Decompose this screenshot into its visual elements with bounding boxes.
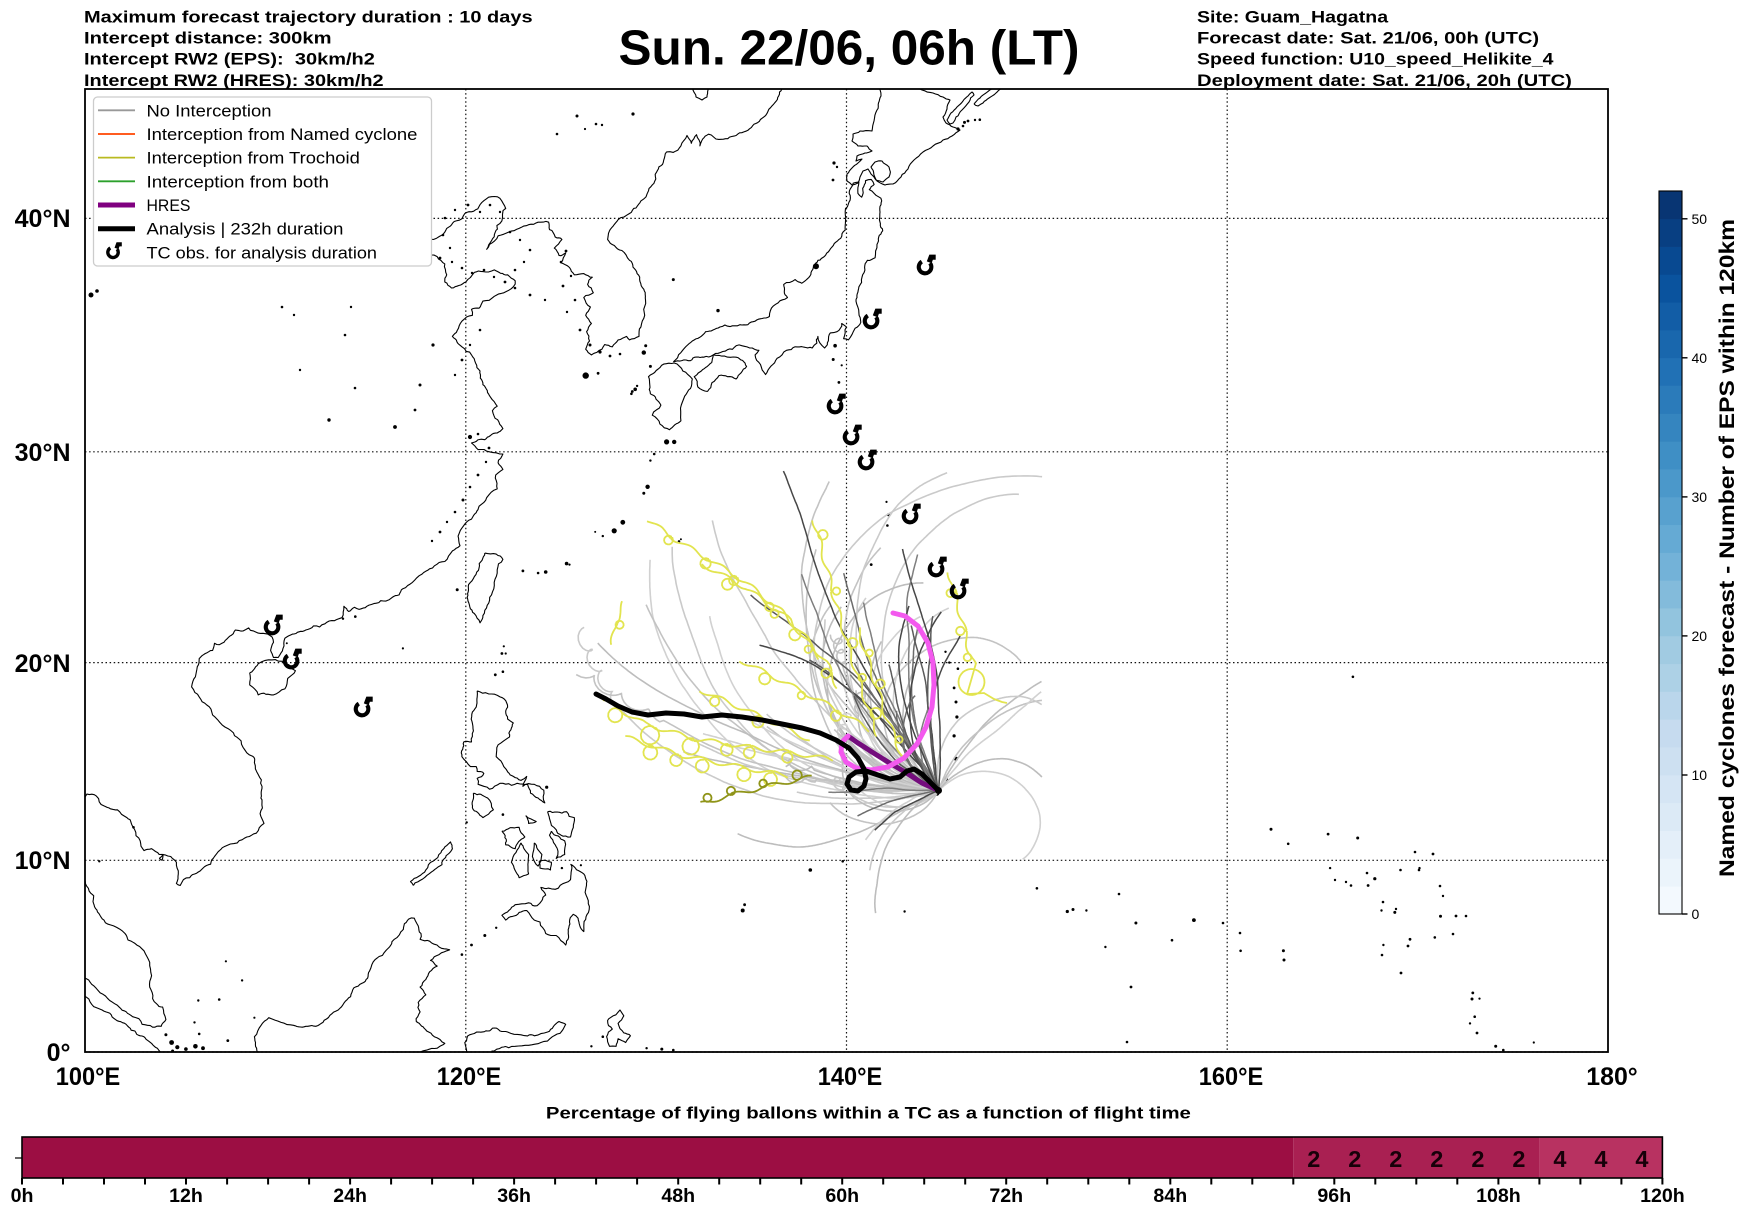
svg-text:Analysis | 232h duration: Analysis | 232h duration [147, 221, 344, 239]
svg-text:2: 2 [1307, 1146, 1320, 1172]
svg-text:180°: 180° [1586, 1063, 1638, 1091]
svg-text:Speed function: U10_speed_Heli: Speed function: U10_speed_Helikite_4 [1197, 50, 1554, 69]
svg-text:Intercept RW2 (HRES): 30km/h2: Intercept RW2 (HRES): 30km/h2 [84, 71, 384, 90]
svg-text:Forecast date: Sat. 21/06, 00h: Forecast date: Sat. 21/06, 00h (UTC) [1197, 29, 1539, 48]
svg-text:30: 30 [1692, 489, 1708, 505]
svg-text:72h: 72h [989, 1185, 1023, 1207]
svg-text:Maximum forecast trajectory du: Maximum forecast trajectory duration : 1… [84, 8, 533, 27]
svg-text:Site: Guam_Hagatna: Site: Guam_Hagatna [1197, 8, 1389, 27]
svg-text:4: 4 [1594, 1146, 1607, 1172]
svg-text:120°E: 120°E [437, 1063, 502, 1091]
svg-text:Interception from both: Interception from both [147, 173, 330, 191]
svg-text:2: 2 [1348, 1146, 1361, 1172]
svg-text:96h: 96h [1317, 1185, 1351, 1207]
svg-text:12h: 12h [169, 1185, 203, 1207]
svg-text:No Interception: No Interception [147, 102, 272, 120]
svg-text:Intercept distance: 300km: Intercept distance: 300km [84, 29, 332, 48]
svg-text:40: 40 [1692, 350, 1708, 366]
svg-text:TC obs. for analysis duration: TC obs. for analysis duration [147, 244, 378, 262]
svg-text:100°E: 100°E [56, 1063, 121, 1091]
svg-text:Named cyclones forecast - Numb: Named cyclones forecast - Number of EPS … [1716, 219, 1739, 877]
svg-text:Interception from Trochoid: Interception from Trochoid [147, 150, 360, 168]
svg-text:160°E: 160°E [1199, 1063, 1264, 1091]
svg-text:30°N: 30°N [15, 439, 71, 467]
svg-text:24h: 24h [333, 1185, 367, 1207]
svg-text:0: 0 [1692, 906, 1700, 922]
svg-text:60h: 60h [825, 1185, 859, 1207]
svg-text:10°N: 10°N [15, 847, 71, 875]
svg-text:Sun. 22/06, 06h (LT): Sun. 22/06, 06h (LT) [619, 22, 1080, 76]
svg-text:140°E: 140°E [818, 1063, 883, 1091]
svg-text:Interception from Named cyclon: Interception from Named cyclone [147, 126, 418, 144]
svg-text:0°: 0° [47, 1039, 71, 1067]
svg-text:2: 2 [1430, 1146, 1443, 1172]
svg-text:36h: 36h [497, 1185, 531, 1207]
svg-text:Percentage of flying ballons w: Percentage of flying ballons within a TC… [546, 1104, 1191, 1123]
svg-text:4: 4 [1553, 1146, 1566, 1172]
svg-text:2: 2 [1389, 1146, 1402, 1172]
svg-text:2: 2 [1512, 1146, 1525, 1172]
svg-text:4: 4 [1635, 1146, 1648, 1172]
svg-text:Deployment date: Sat. 21/06, 2: Deployment date: Sat. 21/06, 20h (UTC) [1197, 71, 1572, 90]
svg-text:84h: 84h [1153, 1185, 1187, 1207]
svg-text:10: 10 [1692, 767, 1708, 783]
svg-text:Intercept RW2 (EPS): 30km/h2: Intercept RW2 (EPS): 30km/h2 [84, 50, 375, 69]
svg-text:0h: 0h [11, 1185, 34, 1207]
svg-text:108h: 108h [1476, 1185, 1521, 1207]
svg-text:40°N: 40°N [15, 205, 71, 233]
svg-text:HRES: HRES [147, 197, 191, 215]
svg-text:2: 2 [1471, 1146, 1484, 1172]
svg-text:50: 50 [1692, 211, 1708, 227]
svg-text:48h: 48h [661, 1185, 695, 1207]
svg-text:20°N: 20°N [15, 650, 71, 678]
svg-text:120h: 120h [1640, 1185, 1685, 1207]
svg-text:20: 20 [1692, 628, 1708, 644]
